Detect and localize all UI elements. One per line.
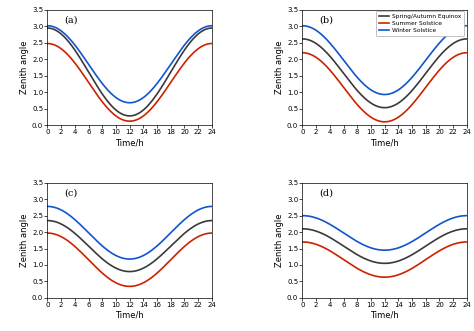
Legend: Spring/Autumn Equinox, Summer Solstice, Winter Solstice: Spring/Autumn Equinox, Summer Solstice, … — [376, 11, 464, 36]
X-axis label: Time/h: Time/h — [370, 311, 399, 320]
Y-axis label: Zenith angle: Zenith angle — [275, 41, 284, 94]
Y-axis label: Zenith angle: Zenith angle — [20, 41, 29, 94]
Text: (d): (d) — [319, 188, 333, 198]
X-axis label: Time/h: Time/h — [115, 138, 144, 147]
X-axis label: Time/h: Time/h — [370, 138, 399, 147]
Text: (b): (b) — [319, 16, 333, 25]
X-axis label: Time/h: Time/h — [115, 311, 144, 320]
Text: (c): (c) — [64, 188, 77, 198]
Text: (a): (a) — [64, 16, 77, 25]
Y-axis label: Zenith angle: Zenith angle — [275, 213, 284, 267]
Y-axis label: Zenith angle: Zenith angle — [20, 213, 29, 267]
